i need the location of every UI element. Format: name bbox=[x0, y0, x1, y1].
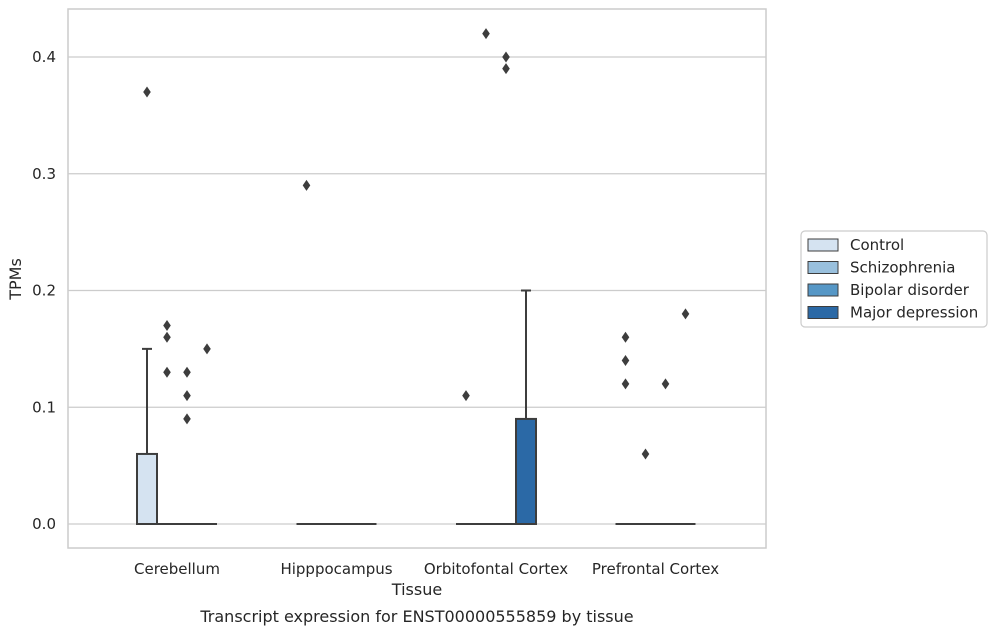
legend-label: Control bbox=[850, 236, 904, 254]
outlier-point bbox=[183, 413, 191, 425]
box-group bbox=[615, 331, 636, 525]
legend-label: Bipolar disorder bbox=[850, 281, 970, 299]
box-group bbox=[296, 179, 317, 525]
outlier-point bbox=[681, 308, 690, 320]
box-group bbox=[456, 390, 476, 525]
legend-label: Schizophrenia bbox=[850, 259, 955, 277]
outlier-point bbox=[661, 378, 670, 390]
box-group bbox=[496, 51, 516, 525]
legend-label: Major depression bbox=[850, 304, 978, 322]
y-tick-label: 0.4 bbox=[32, 48, 56, 66]
outlier-point bbox=[621, 378, 630, 390]
x-tick-label: Prefrontal Cortex bbox=[592, 560, 719, 578]
outlier-point bbox=[462, 390, 470, 402]
plot-area bbox=[136, 28, 696, 526]
y-tick-label: 0.3 bbox=[32, 165, 56, 183]
box-group bbox=[157, 320, 177, 525]
plot-frame bbox=[67, 8, 767, 549]
legend-swatch bbox=[807, 306, 839, 319]
legend-swatch bbox=[807, 238, 839, 252]
box-group bbox=[177, 366, 197, 525]
box-group bbox=[515, 289, 537, 525]
outlier-point bbox=[163, 366, 171, 378]
outlier-point bbox=[302, 179, 311, 191]
legend-swatch bbox=[807, 283, 839, 297]
grid-lines bbox=[68, 56, 766, 525]
outlier-point bbox=[163, 331, 171, 343]
box-group bbox=[655, 378, 676, 525]
outlier-point bbox=[163, 320, 171, 332]
x-axis-label: Tissue bbox=[391, 580, 442, 599]
outlier-point bbox=[502, 51, 510, 63]
x-tick-label: Cerebellum bbox=[134, 560, 220, 578]
outlier-point bbox=[482, 28, 490, 40]
outlier-point bbox=[641, 448, 650, 460]
box bbox=[515, 417, 537, 525]
outlier-point bbox=[502, 63, 510, 75]
outlier-point bbox=[621, 355, 630, 367]
axes: 0.0 0.1 0.2 0.3 0.4 Cerebellum Hipppocampus Orb… bbox=[32, 8, 767, 578]
y-tick-label: 0.0 bbox=[32, 515, 56, 533]
box-group bbox=[476, 28, 496, 525]
y-tick-label: 0.2 bbox=[32, 282, 56, 300]
box-group bbox=[675, 308, 696, 525]
outlier-point bbox=[621, 331, 630, 343]
legend-frame bbox=[800, 230, 988, 328]
x-tick-label: Hipppocampus bbox=[280, 560, 392, 578]
y-axis-label: TPMs bbox=[6, 258, 25, 301]
box-group bbox=[635, 448, 656, 525]
x-tick-label: Orbitofontal Cortex bbox=[424, 560, 568, 578]
box bbox=[136, 452, 158, 526]
y-tick-label: 0.1 bbox=[32, 398, 56, 416]
chart-caption: Transcript expression for ENST0000055585… bbox=[199, 607, 633, 626]
legend-swatch bbox=[807, 261, 839, 274]
outlier-point bbox=[183, 366, 191, 378]
legend: Control Schizophrenia Bipolar disorder Majo… bbox=[800, 230, 988, 328]
outlier-point bbox=[143, 86, 151, 98]
box-group bbox=[197, 343, 217, 525]
outlier-point bbox=[183, 390, 191, 402]
outlier-point bbox=[203, 343, 211, 355]
box-group bbox=[136, 86, 158, 526]
